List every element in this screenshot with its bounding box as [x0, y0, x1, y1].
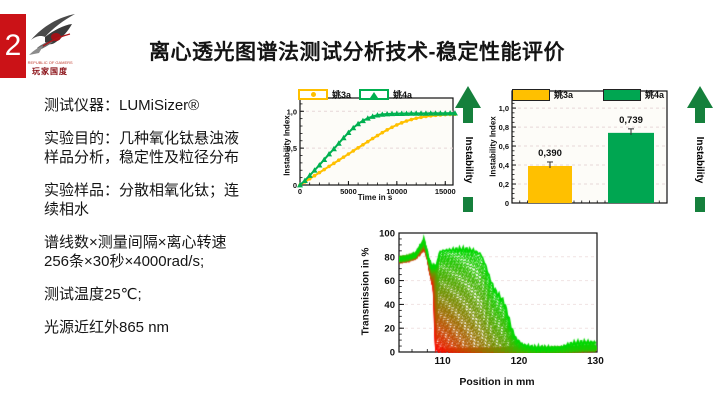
svg-text:100: 100	[379, 229, 395, 240]
logo-caption-line1: REPUBLIC OF GAMERS	[27, 60, 73, 66]
legend-swatch-bar-yao4a	[603, 88, 642, 101]
slide-title: 离心透光图谱法测试分析技术-稳定性能评价	[149, 41, 565, 64]
svg-text:130: 130	[587, 356, 604, 367]
instability-arrow-label: Instability	[462, 123, 474, 197]
svg-text:0,8: 0,8	[499, 123, 509, 132]
svg-text:120: 120	[511, 356, 528, 367]
svg-text:0: 0	[293, 181, 297, 190]
svg-text:5000: 5000	[340, 187, 357, 196]
bar-chart-legend: 姚3a 姚4a	[512, 88, 664, 101]
circle-marker-icon	[310, 92, 316, 97]
legend-swatch-bar-yao3a	[512, 88, 550, 101]
svg-text:40: 40	[384, 300, 395, 311]
svg-text:0,2: 0,2	[499, 180, 509, 189]
svg-text:1,0: 1,0	[287, 107, 297, 116]
legend-label-yao4a: 姚4a	[393, 90, 413, 100]
legend-swatch-yao4a	[359, 89, 390, 100]
svg-text:110: 110	[435, 356, 452, 367]
info-paragraph: 实验样品：分散相氧化钛；连 续相水	[44, 182, 240, 218]
info-paragraph: 测试温度25℃;	[44, 286, 142, 303]
transmission-chart: 0 20 40 60 80 100 110 120 130	[350, 218, 650, 405]
line-chart-xlabel: Time in s	[357, 193, 393, 202]
transmission-chart-ylabel: Transmission in %	[360, 247, 372, 336]
info-paragraph: 实验目的：几种氧化钛悬浊液 样品分析，稳定性及粒径分布	[44, 130, 240, 166]
svg-text:15000: 15000	[435, 187, 456, 196]
transmission-chart-xlabel: Position in mm	[459, 376, 535, 388]
svg-text:0,6: 0,6	[499, 142, 509, 151]
svg-text:80: 80	[384, 252, 395, 263]
legend-label-bar-yao3a: 姚3a	[554, 90, 574, 100]
svg-text:0: 0	[505, 199, 509, 208]
page-number-badge: 2	[0, 14, 26, 78]
svg-text:10000: 10000	[386, 187, 407, 196]
instability-arrow-label-2: Instability	[693, 123, 705, 197]
svg-text:60: 60	[384, 276, 395, 287]
svg-text:20: 20	[384, 324, 395, 335]
line-chart-ylabel: Instability Index	[282, 115, 292, 176]
info-paragraph: 谱线数×测量间隔×离心转速 256条×30秒×4000rad/s;	[44, 234, 227, 270]
svg-text:0: 0	[298, 187, 302, 196]
svg-text:0: 0	[390, 348, 395, 359]
svg-text:0,4: 0,4	[499, 161, 510, 170]
bar-chart: 0 0,2 0,4 0,6 0,8 1,0	[482, 84, 672, 209]
legend-label-bar-yao4a: 姚4a	[645, 90, 665, 100]
info-panel: 测试仪器：LUMiSizer® 实验目的：几种氧化钛悬浊液 样品分析，稳定性及粒径分…	[44, 96, 296, 351]
bar-chart-ylabel: Instability Index	[488, 116, 498, 177]
bar-chart-plot: 0 0,2 0,4 0,6 0,8 1,0	[499, 90, 668, 208]
bar-value-yao4a: 0,739	[619, 115, 643, 126]
legend-swatch-yao3a	[298, 89, 328, 100]
logo-caption-line2: 玩家国度	[32, 67, 68, 76]
line-chart-legend: 姚3a 姚4a	[298, 88, 412, 101]
svg-text:1,0: 1,0	[499, 104, 509, 113]
line-chart: 0 0,5 1,0 0 5000 10000 15000	[278, 84, 460, 206]
info-paragraph: 测试仪器：LUMiSizer®	[44, 97, 200, 114]
transmission-scan-curves	[399, 233, 597, 353]
info-paragraph: 光源近红外865 nm	[44, 319, 170, 336]
triangle-marker-icon	[370, 91, 379, 98]
bar-value-yao3a: 0,390	[538, 148, 562, 159]
svg-text:0,5: 0,5	[287, 144, 297, 153]
rog-eye-logo	[29, 14, 75, 55]
legend-label-yao3a: 姚3a	[332, 90, 352, 100]
line-chart-plot: 0 0,5 1,0 0 5000 10000 15000	[287, 97, 458, 196]
